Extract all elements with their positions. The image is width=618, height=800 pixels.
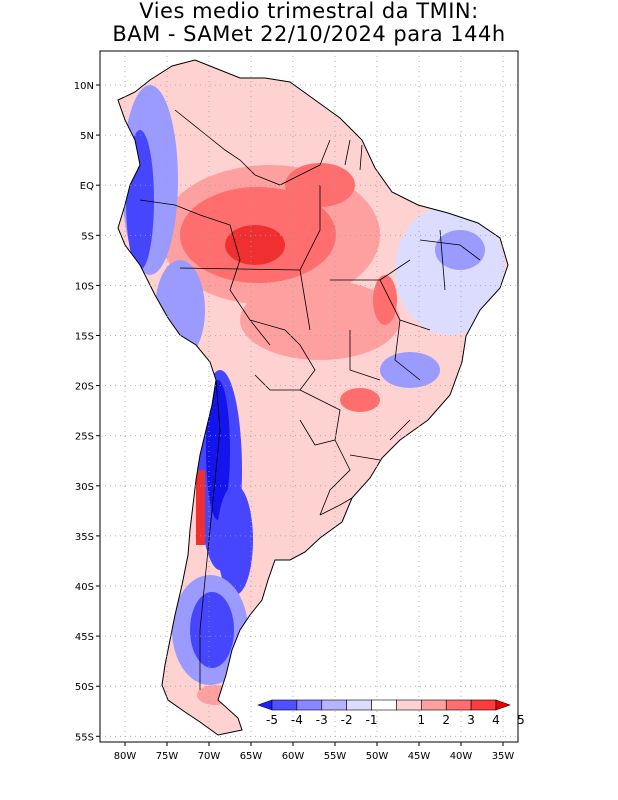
latitude-label: 5S bbox=[81, 231, 94, 242]
latitude-label: 30S bbox=[75, 482, 94, 493]
longitude-label: 45W bbox=[408, 751, 431, 762]
longitude-label: 80W bbox=[114, 751, 137, 762]
warm-bias-spot bbox=[373, 275, 397, 325]
colorbar-segment bbox=[421, 699, 447, 711]
latitude-label: 15S bbox=[75, 332, 94, 343]
latitude-label: 35S bbox=[75, 532, 94, 543]
colorbar-segment bbox=[321, 699, 347, 711]
colorbar-segment bbox=[346, 699, 372, 711]
colorbar-segment bbox=[445, 699, 472, 711]
warm-bias-central bbox=[240, 280, 400, 360]
longitude-label: 50W bbox=[366, 751, 389, 762]
border-colombia-venezuela bbox=[174, 109, 256, 176]
cool-bias-east bbox=[380, 352, 440, 388]
warm-bias-spot bbox=[340, 388, 380, 412]
longitude-axis: 80W 75W 70W 65W 60W 55W 50W 45W 40W 35W bbox=[114, 742, 515, 762]
border-venezuela-brazil bbox=[254, 164, 321, 186]
longitude-label: 35W bbox=[492, 751, 515, 762]
latitude-label: 25S bbox=[75, 432, 94, 443]
border-paraguay bbox=[299, 389, 341, 446]
colorbar: -5 -4 -3 -2 -1 1 2 3 4 5 bbox=[257, 699, 525, 727]
colorbar-label: 3 bbox=[467, 713, 475, 727]
longitude-label: 55W bbox=[324, 751, 347, 762]
longitude-label: 60W bbox=[282, 751, 305, 762]
latitude-label: EQ bbox=[80, 181, 94, 192]
border-guianas bbox=[319, 139, 363, 171]
colorbar-label: -5 bbox=[266, 713, 278, 727]
cool-bias-patagonia-core bbox=[190, 592, 234, 668]
country-borders bbox=[139, 109, 481, 690]
colorbar-label: 4 bbox=[492, 713, 500, 727]
colorbar-segment bbox=[296, 699, 323, 711]
longitude-label: 70W bbox=[198, 751, 221, 762]
colorbar-label: 5 bbox=[517, 713, 525, 727]
border-uruguay bbox=[319, 497, 353, 516]
border-argentina-brazil bbox=[319, 439, 351, 516]
latitude-label: 45S bbox=[75, 632, 94, 643]
latitude-label: 40S bbox=[75, 582, 94, 593]
longitude-label: 65W bbox=[240, 751, 263, 762]
graticule bbox=[100, 51, 518, 742]
colorbar-label: 2 bbox=[442, 713, 450, 727]
latitude-label: 50S bbox=[75, 682, 94, 693]
warm-bias-south-central bbox=[260, 370, 400, 470]
latitude-label: 5N bbox=[80, 131, 94, 142]
latitude-axis: 10N 5N EQ 5S 10S 15S 20S 25S 30S 35S 40S 45S 50S 55S bbox=[74, 81, 100, 743]
border-peru-brazil bbox=[229, 224, 271, 346]
cool-bias-northeast-core bbox=[435, 230, 485, 270]
border-argentina-chile bbox=[199, 379, 221, 690]
latitude-label: 10S bbox=[75, 281, 94, 292]
longitude-label: 75W bbox=[156, 751, 179, 762]
colorbar-label: -4 bbox=[291, 713, 303, 727]
border-brazil-states bbox=[179, 185, 481, 461]
colorbar-label: -1 bbox=[366, 713, 378, 727]
title-line-2: BAM - SAMet 22/10/2024 para 144h bbox=[112, 22, 506, 46]
warm-bias-amazon-max bbox=[225, 225, 285, 265]
latitude-label: 55S bbox=[75, 732, 94, 743]
latitude-label: 20S bbox=[75, 382, 94, 393]
colorbar-segment bbox=[396, 699, 422, 711]
warm-bias-chile-coast bbox=[196, 470, 205, 545]
colorbar-arrow-high bbox=[495, 699, 511, 711]
border-bolivia bbox=[249, 319, 316, 391]
colorbar-segment bbox=[371, 699, 397, 711]
longitude-label: 40W bbox=[450, 751, 473, 762]
title-line-1: Vies medio trimestral da TMIN: bbox=[139, 0, 479, 23]
colorbar-label: -3 bbox=[316, 713, 328, 727]
map-title: Vies medio trimestral da TMIN: BAM - SAM… bbox=[0, 0, 618, 46]
cool-bias-argentina bbox=[217, 485, 253, 595]
latitude-label: 10N bbox=[74, 81, 94, 92]
colorbar-label: 1 bbox=[418, 713, 426, 727]
colorbar-label: -2 bbox=[341, 713, 353, 727]
border-colombia-ecuador-peru bbox=[139, 199, 231, 226]
coastline bbox=[117, 59, 509, 736]
colorbar-segment bbox=[271, 699, 298, 711]
colorbar-segment bbox=[470, 699, 497, 711]
